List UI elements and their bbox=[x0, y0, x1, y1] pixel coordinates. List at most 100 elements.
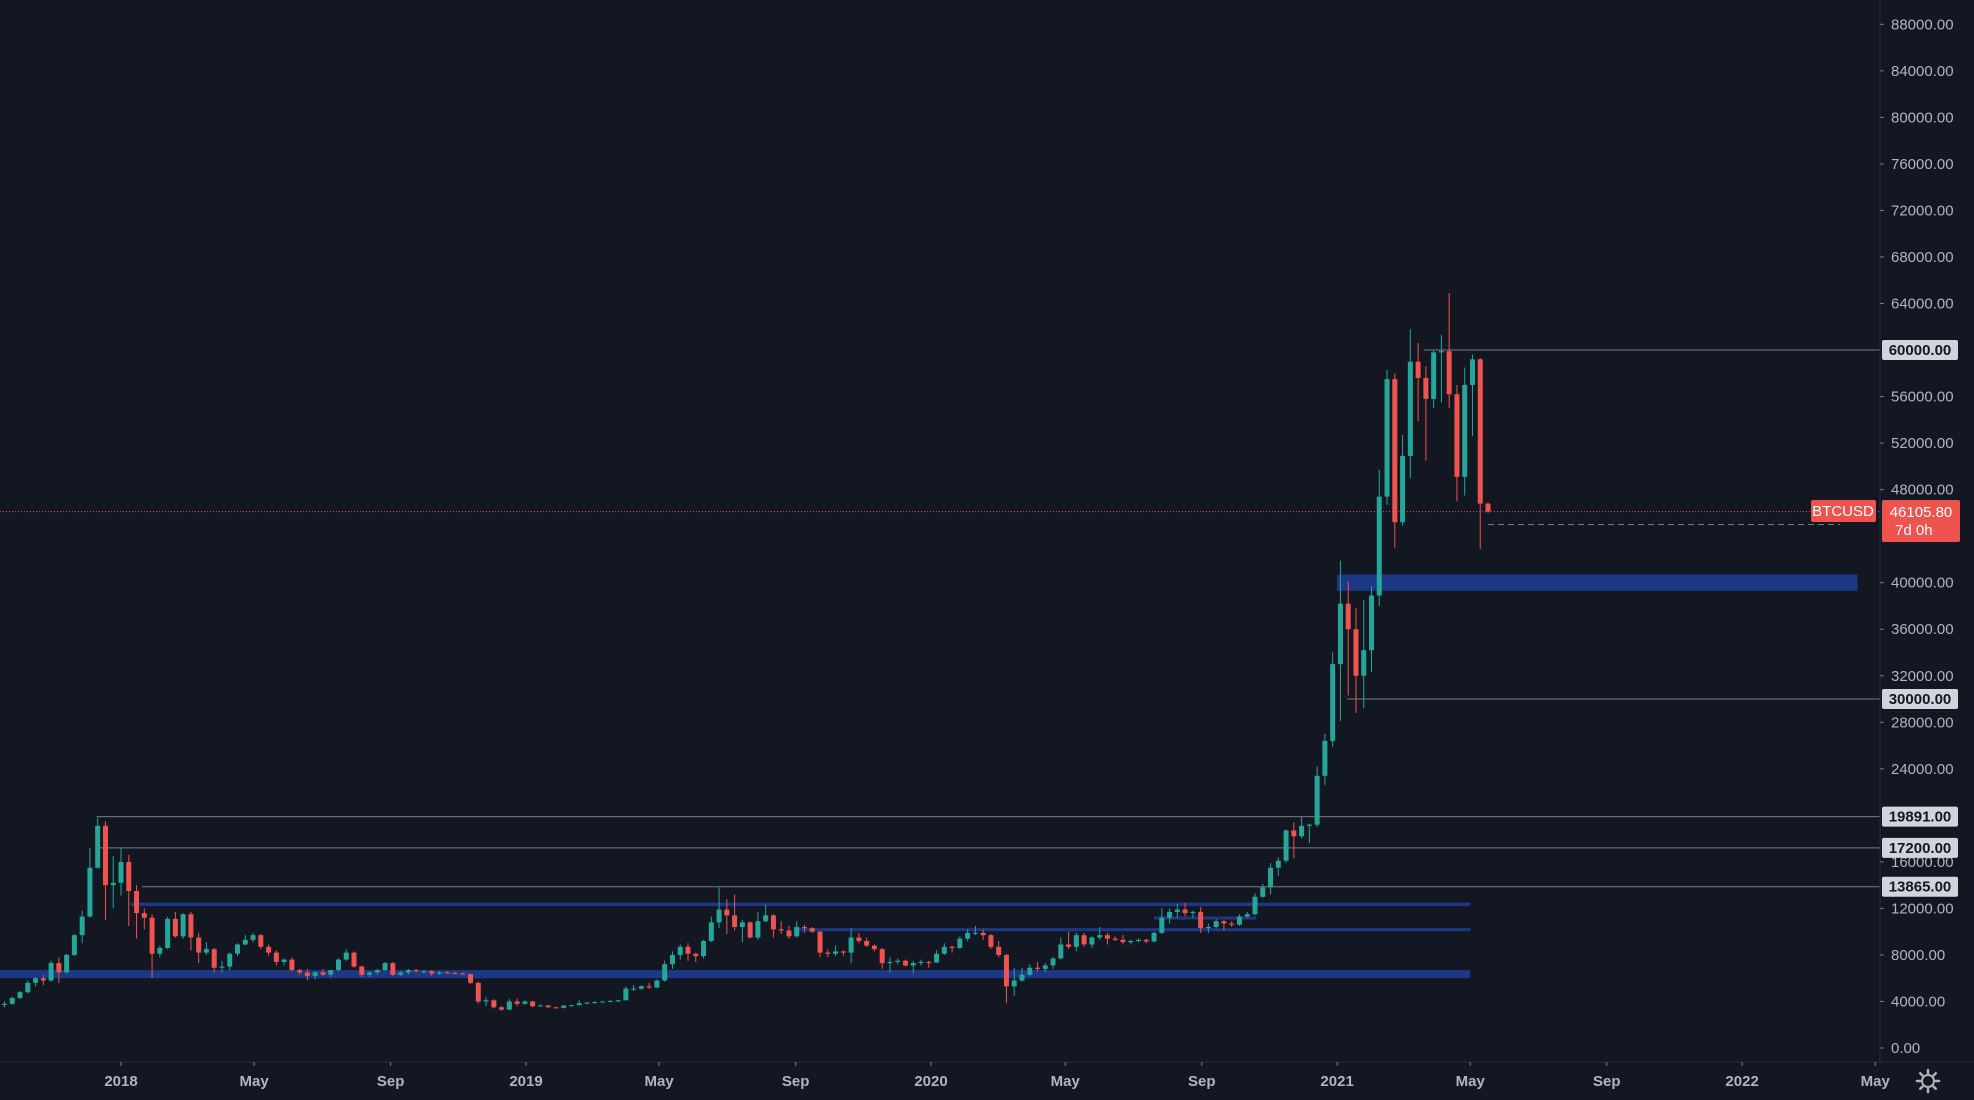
x-tick-label: Sep bbox=[1593, 1073, 1621, 1090]
candle-body bbox=[662, 964, 668, 981]
candle-body bbox=[1252, 896, 1258, 915]
candle-body bbox=[1268, 867, 1274, 888]
y-tick-label: 64000.00 bbox=[1891, 296, 1954, 313]
candle-body bbox=[444, 972, 450, 974]
candle-body bbox=[949, 946, 955, 948]
candle-body bbox=[273, 952, 279, 962]
candle-body bbox=[856, 937, 862, 941]
candle-body bbox=[483, 1000, 489, 1002]
candle-body bbox=[825, 952, 831, 954]
candle-body bbox=[708, 922, 714, 941]
candle-body bbox=[40, 978, 46, 981]
candle-body bbox=[491, 1000, 497, 1008]
x-tick-label: 2021 bbox=[1320, 1073, 1353, 1090]
candle-body bbox=[25, 982, 31, 993]
candle-body bbox=[289, 959, 295, 971]
candle-body bbox=[918, 961, 924, 964]
candle-body bbox=[1073, 935, 1079, 947]
candle-body bbox=[33, 978, 39, 983]
candle-body bbox=[778, 929, 784, 931]
candle-body bbox=[957, 938, 963, 948]
level-label: 60000.00 bbox=[1889, 342, 1952, 359]
candle-body bbox=[1477, 359, 1483, 504]
candle-body bbox=[980, 932, 986, 936]
candle-body bbox=[335, 959, 341, 971]
y-tick-label: 84000.00 bbox=[1891, 63, 1954, 80]
level-labels-layer: 60000.00 30000.00 19891.00 17200.00 13865.00 bbox=[1882, 340, 1958, 897]
candle-body bbox=[1337, 603, 1343, 665]
candle-body bbox=[1291, 830, 1297, 837]
candle-body bbox=[351, 952, 357, 967]
candle-body bbox=[1167, 911, 1173, 918]
candle-body bbox=[1306, 824, 1312, 826]
level-label: 13865.00 bbox=[1889, 879, 1952, 896]
candle-body bbox=[304, 972, 310, 976]
settings-gear-icon[interactable] bbox=[1915, 1068, 1941, 1094]
candle-body bbox=[1283, 830, 1289, 861]
candle-body bbox=[211, 949, 217, 968]
last-price-tag: BTCUSD 46105.80 7d 0h bbox=[1811, 500, 1960, 542]
zone bbox=[1337, 574, 1858, 591]
level-label-bg bbox=[1882, 806, 1958, 827]
price-axis[interactable]: 0.00 4000.00 8000.00 12000.00 16000.00 24000.… bbox=[1880, 16, 1954, 1057]
time-axis[interactable]: 2018 May Sep 2019 May Sep 2020 May Sep 2021 May Sep… bbox=[104, 1062, 1891, 1090]
candle-body bbox=[468, 974, 474, 983]
candle-body bbox=[134, 890, 140, 914]
candle-body bbox=[48, 963, 54, 981]
candle-body bbox=[250, 935, 256, 940]
candle-body bbox=[110, 882, 116, 886]
candle-body bbox=[102, 825, 108, 886]
candle-body bbox=[934, 953, 940, 963]
price-line-layer bbox=[0, 511, 1880, 526]
symbol-tag-bg bbox=[1811, 500, 1876, 522]
candle-body bbox=[631, 988, 637, 990]
candle-body bbox=[887, 961, 893, 964]
candle-body bbox=[716, 909, 722, 923]
candle-body bbox=[1244, 914, 1250, 917]
candle-body bbox=[9, 997, 15, 1004]
candle-body bbox=[1190, 911, 1196, 914]
candle-body bbox=[499, 1007, 505, 1010]
candle-body bbox=[522, 1001, 528, 1004]
candle-body bbox=[242, 939, 248, 945]
y-tick-label: 12000.00 bbox=[1891, 900, 1954, 917]
bar-countdown: 7d 0h bbox=[1895, 522, 1933, 539]
candle-body bbox=[1392, 379, 1398, 523]
candle-body bbox=[817, 931, 823, 953]
zone-layer bbox=[0, 574, 1858, 979]
candle-body bbox=[188, 914, 194, 938]
candle-body bbox=[297, 970, 303, 973]
zone bbox=[1154, 916, 1257, 920]
candle-body bbox=[840, 951, 846, 953]
candle-body bbox=[1469, 359, 1475, 385]
candles-layer bbox=[1, 293, 1491, 1011]
candle-body bbox=[561, 1005, 567, 1008]
candle-body bbox=[1376, 496, 1382, 596]
candle-body bbox=[367, 972, 373, 975]
y-tick-label: 52000.00 bbox=[1891, 435, 1954, 452]
candle-body bbox=[833, 951, 839, 954]
candle-body bbox=[475, 982, 481, 1002]
candle-body bbox=[203, 949, 209, 953]
candle-body bbox=[87, 867, 93, 917]
candle-body bbox=[739, 922, 745, 928]
candle-body bbox=[972, 932, 978, 934]
candle-body bbox=[988, 935, 994, 947]
symbol-tag: BTCUSD bbox=[1812, 503, 1874, 520]
candle-body bbox=[149, 917, 155, 954]
candle-body bbox=[1089, 937, 1095, 945]
candle-body bbox=[1135, 939, 1141, 941]
candle-body bbox=[374, 970, 380, 973]
candle-body bbox=[413, 970, 419, 972]
candle-body bbox=[320, 972, 326, 975]
y-tick-label: 36000.00 bbox=[1891, 621, 1954, 638]
candle-body bbox=[1128, 940, 1134, 943]
last-price-bg bbox=[1882, 500, 1960, 542]
candle-body bbox=[1198, 911, 1204, 929]
candle-body bbox=[545, 1005, 551, 1008]
candle-body bbox=[1213, 921, 1219, 928]
candle-body bbox=[514, 1001, 520, 1004]
candle-body bbox=[1221, 921, 1227, 924]
